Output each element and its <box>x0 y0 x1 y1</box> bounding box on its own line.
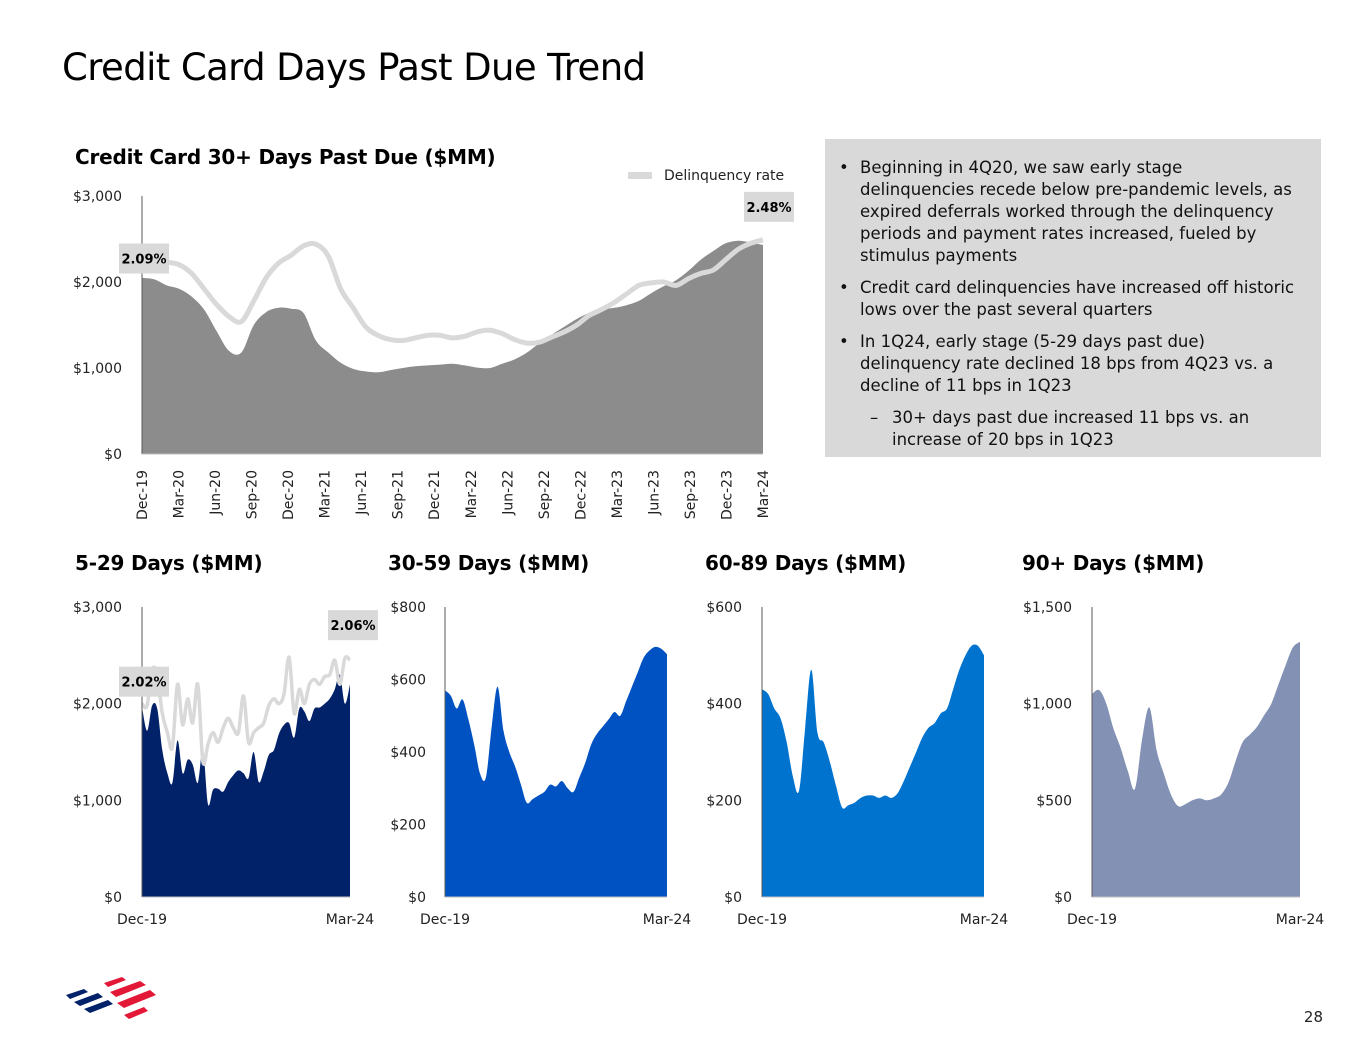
data-label: 2.48% <box>746 201 791 216</box>
data-label-box <box>328 610 378 641</box>
chart-30-59-title: 30-59 Days ($MM) <box>388 551 590 575</box>
y-tick-label: $2,000 <box>73 697 122 713</box>
x-tick-label: Jun-23 <box>646 470 662 516</box>
bullet-marker: • <box>839 278 849 297</box>
x-tick-label: Dec-23 <box>719 470 735 520</box>
area-series <box>142 240 763 454</box>
x-tick-label: Mar-20 <box>172 470 188 518</box>
delinquency-rate-line <box>141 237 764 346</box>
x-tick-label: Jun-21 <box>354 470 370 516</box>
y-tick-label: $3,000 <box>73 189 122 205</box>
x-tick-label: Mar-24 <box>756 470 772 518</box>
y-tick-label: $0 <box>104 890 122 906</box>
x-tick-label: Dec-20 <box>281 470 297 520</box>
chart-60-89-title: 60-89 Days ($MM) <box>705 551 907 575</box>
x-tick-label: Sep-20 <box>245 470 261 519</box>
chart-90-title: 90+ Days ($MM) <box>1022 551 1205 575</box>
x-tick-label: Mar-24 <box>1276 912 1324 928</box>
x-tick-label: Sep-22 <box>537 470 553 519</box>
x-tick-label: Jun-20 <box>208 470 224 516</box>
y-tick-label: $600 <box>390 673 426 689</box>
y-tick-label: $0 <box>1054 890 1072 906</box>
area-series <box>1092 641 1300 897</box>
x-tick-label: Dec-19 <box>117 912 167 928</box>
logo-red-stripes <box>104 977 156 1019</box>
y-tick-label: $2,000 <box>73 275 122 291</box>
commentary-text: Credit card delinquencies have increased… <box>860 278 1295 319</box>
y-tick-label: $1,000 <box>73 793 122 809</box>
y-tick-label: $400 <box>390 745 426 761</box>
bullet-marker: – <box>870 408 879 427</box>
y-tick-label: $1,000 <box>1023 697 1072 713</box>
y-tick-label: $1,000 <box>73 361 122 377</box>
y-tick-label: $600 <box>706 600 742 616</box>
y-tick-label: $200 <box>390 818 426 834</box>
y-tick-label: $0 <box>104 447 122 463</box>
x-tick-label: Mar-24 <box>326 912 374 928</box>
y-tick-label: $1,500 <box>1023 600 1072 616</box>
commentary-box: • Beginning in 4Q20, we saw early stage d… <box>825 139 1321 457</box>
legend-label: Delinquency rate <box>664 168 784 184</box>
commentary-text: 30+ days past due increased 11 bps vs. a… <box>892 408 1250 449</box>
area-series <box>142 674 350 897</box>
commentary-text: Beginning in 4Q20, we saw early stage de… <box>860 158 1292 265</box>
bullet-marker: • <box>839 158 849 177</box>
x-tick-label: Sep-21 <box>391 470 407 519</box>
data-label-box <box>744 191 794 222</box>
x-tick-label: Mar-23 <box>610 470 626 518</box>
page-title: Credit Card Days Past Due Trend <box>62 46 646 89</box>
commentary-sub-bullet: –30+ days past due increased 11 bps vs. … <box>839 407 1301 451</box>
x-tick-label: Dec-21 <box>427 470 443 520</box>
x-tick-label: Dec-19 <box>135 470 151 520</box>
data-label: 2.02% <box>121 676 166 691</box>
y-tick-label: $400 <box>706 697 742 713</box>
x-tick-label: Dec-19 <box>420 912 470 928</box>
commentary-bullet: • Beginning in 4Q20, we saw early stage d… <box>839 157 1301 267</box>
bullet-marker: • <box>839 332 849 351</box>
commentary-bullet: • In 1Q24, early stage (5-29 days past du… <box>839 331 1301 397</box>
y-tick-label: $800 <box>390 600 426 616</box>
x-tick-label: Mar-21 <box>318 470 334 518</box>
y-tick-label: $500 <box>1036 793 1072 809</box>
y-tick-label: $200 <box>706 793 742 809</box>
legend-swatch <box>628 172 652 179</box>
x-tick-label: Dec-22 <box>573 470 589 520</box>
x-tick-label: Mar-24 <box>960 912 1008 928</box>
y-tick-label: $0 <box>724 890 742 906</box>
x-tick-label: Sep-23 <box>683 470 699 519</box>
delinquency-rate-line <box>140 655 352 766</box>
data-label: 2.06% <box>330 619 375 634</box>
data-label-box <box>119 243 169 274</box>
x-tick-label: Jun-22 <box>500 470 516 516</box>
x-tick-label: Dec-19 <box>1067 912 1117 928</box>
x-tick-label: Mar-24 <box>643 912 691 928</box>
x-tick-label: Mar-22 <box>464 470 480 518</box>
y-tick-label: $3,000 <box>73 600 122 616</box>
commentary-text: In 1Q24, early stage (5-29 days past due… <box>860 332 1274 395</box>
area-series <box>762 644 984 897</box>
main-chart-title: Credit Card 30+ Days Past Due ($MM) <box>75 145 496 169</box>
chart-5-29-title: 5-29 Days ($MM) <box>75 551 263 575</box>
page-number: 28 <box>1303 1008 1323 1026</box>
commentary-bullet: • Credit card delinquencies have increase… <box>839 277 1301 321</box>
x-tick-label: Dec-19 <box>737 912 787 928</box>
area-series <box>445 646 667 897</box>
data-label-box <box>119 666 169 697</box>
logo-blue-stripes <box>66 989 113 1013</box>
data-label: 2.09% <box>121 253 166 268</box>
y-tick-label: $0 <box>408 890 426 906</box>
bank-flag-logo <box>66 977 156 1019</box>
